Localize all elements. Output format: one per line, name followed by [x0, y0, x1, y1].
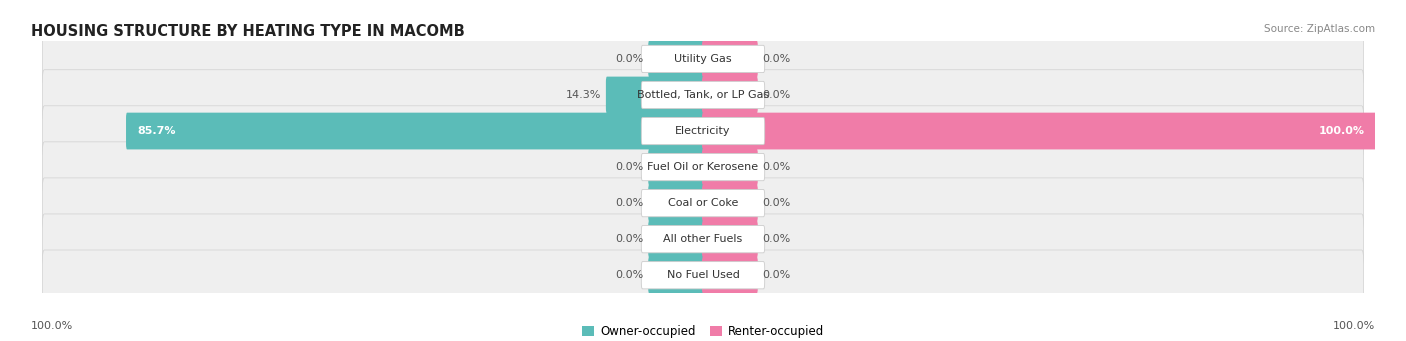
FancyBboxPatch shape [42, 142, 1364, 192]
FancyBboxPatch shape [648, 185, 704, 222]
FancyBboxPatch shape [648, 221, 704, 257]
Text: Bottled, Tank, or LP Gas: Bottled, Tank, or LP Gas [637, 90, 769, 100]
Legend: Owner-occupied, Renter-occupied: Owner-occupied, Renter-occupied [578, 321, 828, 341]
Text: 0.0%: 0.0% [616, 270, 644, 280]
FancyBboxPatch shape [702, 113, 1376, 149]
Text: All other Fuels: All other Fuels [664, 234, 742, 244]
FancyBboxPatch shape [641, 81, 765, 109]
Text: 0.0%: 0.0% [616, 54, 644, 64]
FancyBboxPatch shape [42, 178, 1364, 228]
FancyBboxPatch shape [42, 250, 1364, 300]
Text: 0.0%: 0.0% [762, 198, 790, 208]
FancyBboxPatch shape [641, 117, 765, 145]
FancyBboxPatch shape [641, 225, 765, 253]
FancyBboxPatch shape [606, 77, 704, 113]
FancyBboxPatch shape [702, 257, 758, 294]
Text: 0.0%: 0.0% [616, 198, 644, 208]
Text: HOUSING STRUCTURE BY HEATING TYPE IN MACOMB: HOUSING STRUCTURE BY HEATING TYPE IN MAC… [31, 24, 464, 39]
Text: 0.0%: 0.0% [762, 270, 790, 280]
Text: No Fuel Used: No Fuel Used [666, 270, 740, 280]
Text: Utility Gas: Utility Gas [675, 54, 731, 64]
Text: 100.0%: 100.0% [1319, 126, 1365, 136]
Text: Electricity: Electricity [675, 126, 731, 136]
FancyBboxPatch shape [42, 34, 1364, 84]
Text: Coal or Coke: Coal or Coke [668, 198, 738, 208]
Text: 0.0%: 0.0% [762, 90, 790, 100]
FancyBboxPatch shape [641, 262, 765, 289]
FancyBboxPatch shape [702, 221, 758, 257]
FancyBboxPatch shape [702, 77, 758, 113]
Text: 100.0%: 100.0% [31, 321, 73, 330]
FancyBboxPatch shape [641, 45, 765, 73]
Text: Source: ZipAtlas.com: Source: ZipAtlas.com [1264, 24, 1375, 34]
Text: 0.0%: 0.0% [762, 162, 790, 172]
FancyBboxPatch shape [648, 41, 704, 77]
FancyBboxPatch shape [641, 153, 765, 181]
Text: 100.0%: 100.0% [1333, 321, 1375, 330]
FancyBboxPatch shape [42, 106, 1364, 156]
FancyBboxPatch shape [702, 41, 758, 77]
FancyBboxPatch shape [42, 70, 1364, 120]
FancyBboxPatch shape [648, 149, 704, 186]
Text: 14.3%: 14.3% [567, 90, 602, 100]
FancyBboxPatch shape [702, 149, 758, 186]
FancyBboxPatch shape [648, 257, 704, 294]
Text: 0.0%: 0.0% [762, 54, 790, 64]
FancyBboxPatch shape [127, 113, 704, 149]
FancyBboxPatch shape [42, 214, 1364, 264]
Text: 85.7%: 85.7% [138, 126, 176, 136]
Text: 0.0%: 0.0% [616, 234, 644, 244]
Text: 0.0%: 0.0% [762, 234, 790, 244]
Text: Fuel Oil or Kerosene: Fuel Oil or Kerosene [647, 162, 759, 172]
FancyBboxPatch shape [641, 190, 765, 217]
FancyBboxPatch shape [702, 185, 758, 222]
Text: 0.0%: 0.0% [616, 162, 644, 172]
